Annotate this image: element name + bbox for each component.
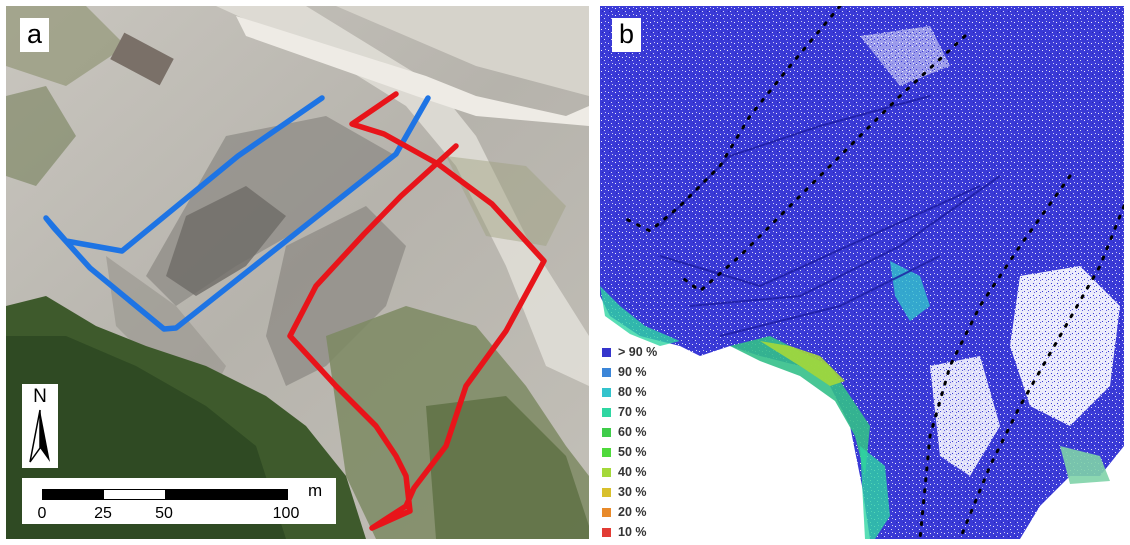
legend-swatch <box>602 427 611 437</box>
legend-label: 80 % <box>618 385 647 399</box>
legend-item: 60 % <box>602 422 657 442</box>
coverage-legend: > 90 % 90 % 80 % 70 % 60 % 50 % 40 % 30 % 20 % 10… <box>602 342 657 539</box>
legend-label: 30 % <box>618 485 647 499</box>
legend-label: 70 % <box>618 405 647 419</box>
aerial-photo <box>6 6 589 539</box>
camera-positions <box>618 6 1124 539</box>
scale-tick-0: 0 <box>37 505 47 522</box>
scale-bar-box: 0 25 50 100 m <box>22 478 336 524</box>
north-letter: N <box>33 386 47 407</box>
legend-label: 40 % <box>618 465 647 479</box>
legend-item: 70 % <box>602 402 657 422</box>
legend-item: 50 % <box>602 442 657 462</box>
north-arrow: N <box>22 384 58 468</box>
legend-swatch <box>602 387 611 397</box>
legend-item: 40 % <box>602 462 657 482</box>
legend-label: 10 % <box>618 525 647 539</box>
blue-route-line <box>43 95 431 332</box>
legend-item: 10 % <box>602 522 657 539</box>
legend-swatch <box>602 527 611 537</box>
legend-label: 90 % <box>618 365 647 379</box>
panel-label-b: b <box>612 18 642 52</box>
legend-label: 60 % <box>618 425 647 439</box>
scale-segment-dark <box>43 490 104 499</box>
legend-label: 50 % <box>618 445 647 459</box>
coverage-point-cloud <box>600 6 1124 539</box>
red-route-line <box>287 91 547 531</box>
legend-item: > 90 % <box>602 342 657 362</box>
legend-swatch <box>602 447 611 457</box>
legend-item: 20 % <box>602 502 657 522</box>
scale-bar <box>42 489 288 500</box>
legend-swatch <box>602 487 611 497</box>
legend-item: 30 % <box>602 482 657 502</box>
north-arrow-icon <box>29 409 50 463</box>
legend-label: > 90 % <box>618 345 658 359</box>
scale-unit: m <box>308 481 323 500</box>
legend-swatch <box>602 507 611 517</box>
legend-swatch <box>602 407 611 417</box>
legend-item: 90 % <box>602 362 657 382</box>
scale-tick-100: 100 <box>272 505 300 522</box>
legend-swatch <box>602 347 611 357</box>
scale-tick-25: 25 <box>94 505 112 522</box>
panel-label-a: a <box>20 18 50 52</box>
legend-label: 20 % <box>618 505 647 519</box>
legend-swatch <box>602 467 611 477</box>
point-cloud-panel: b > 90 % 90 % 80 % 70 % 60 % 50 % 40 % 30 % 20 %… <box>600 6 1124 539</box>
scale-segment-dark <box>165 490 287 499</box>
scale-tick-50: 50 <box>155 505 173 522</box>
aerial-photo-panel: a N 0 25 50 100 m <box>6 6 589 539</box>
legend-item: 80 % <box>602 382 657 402</box>
legend-swatch <box>602 367 611 377</box>
